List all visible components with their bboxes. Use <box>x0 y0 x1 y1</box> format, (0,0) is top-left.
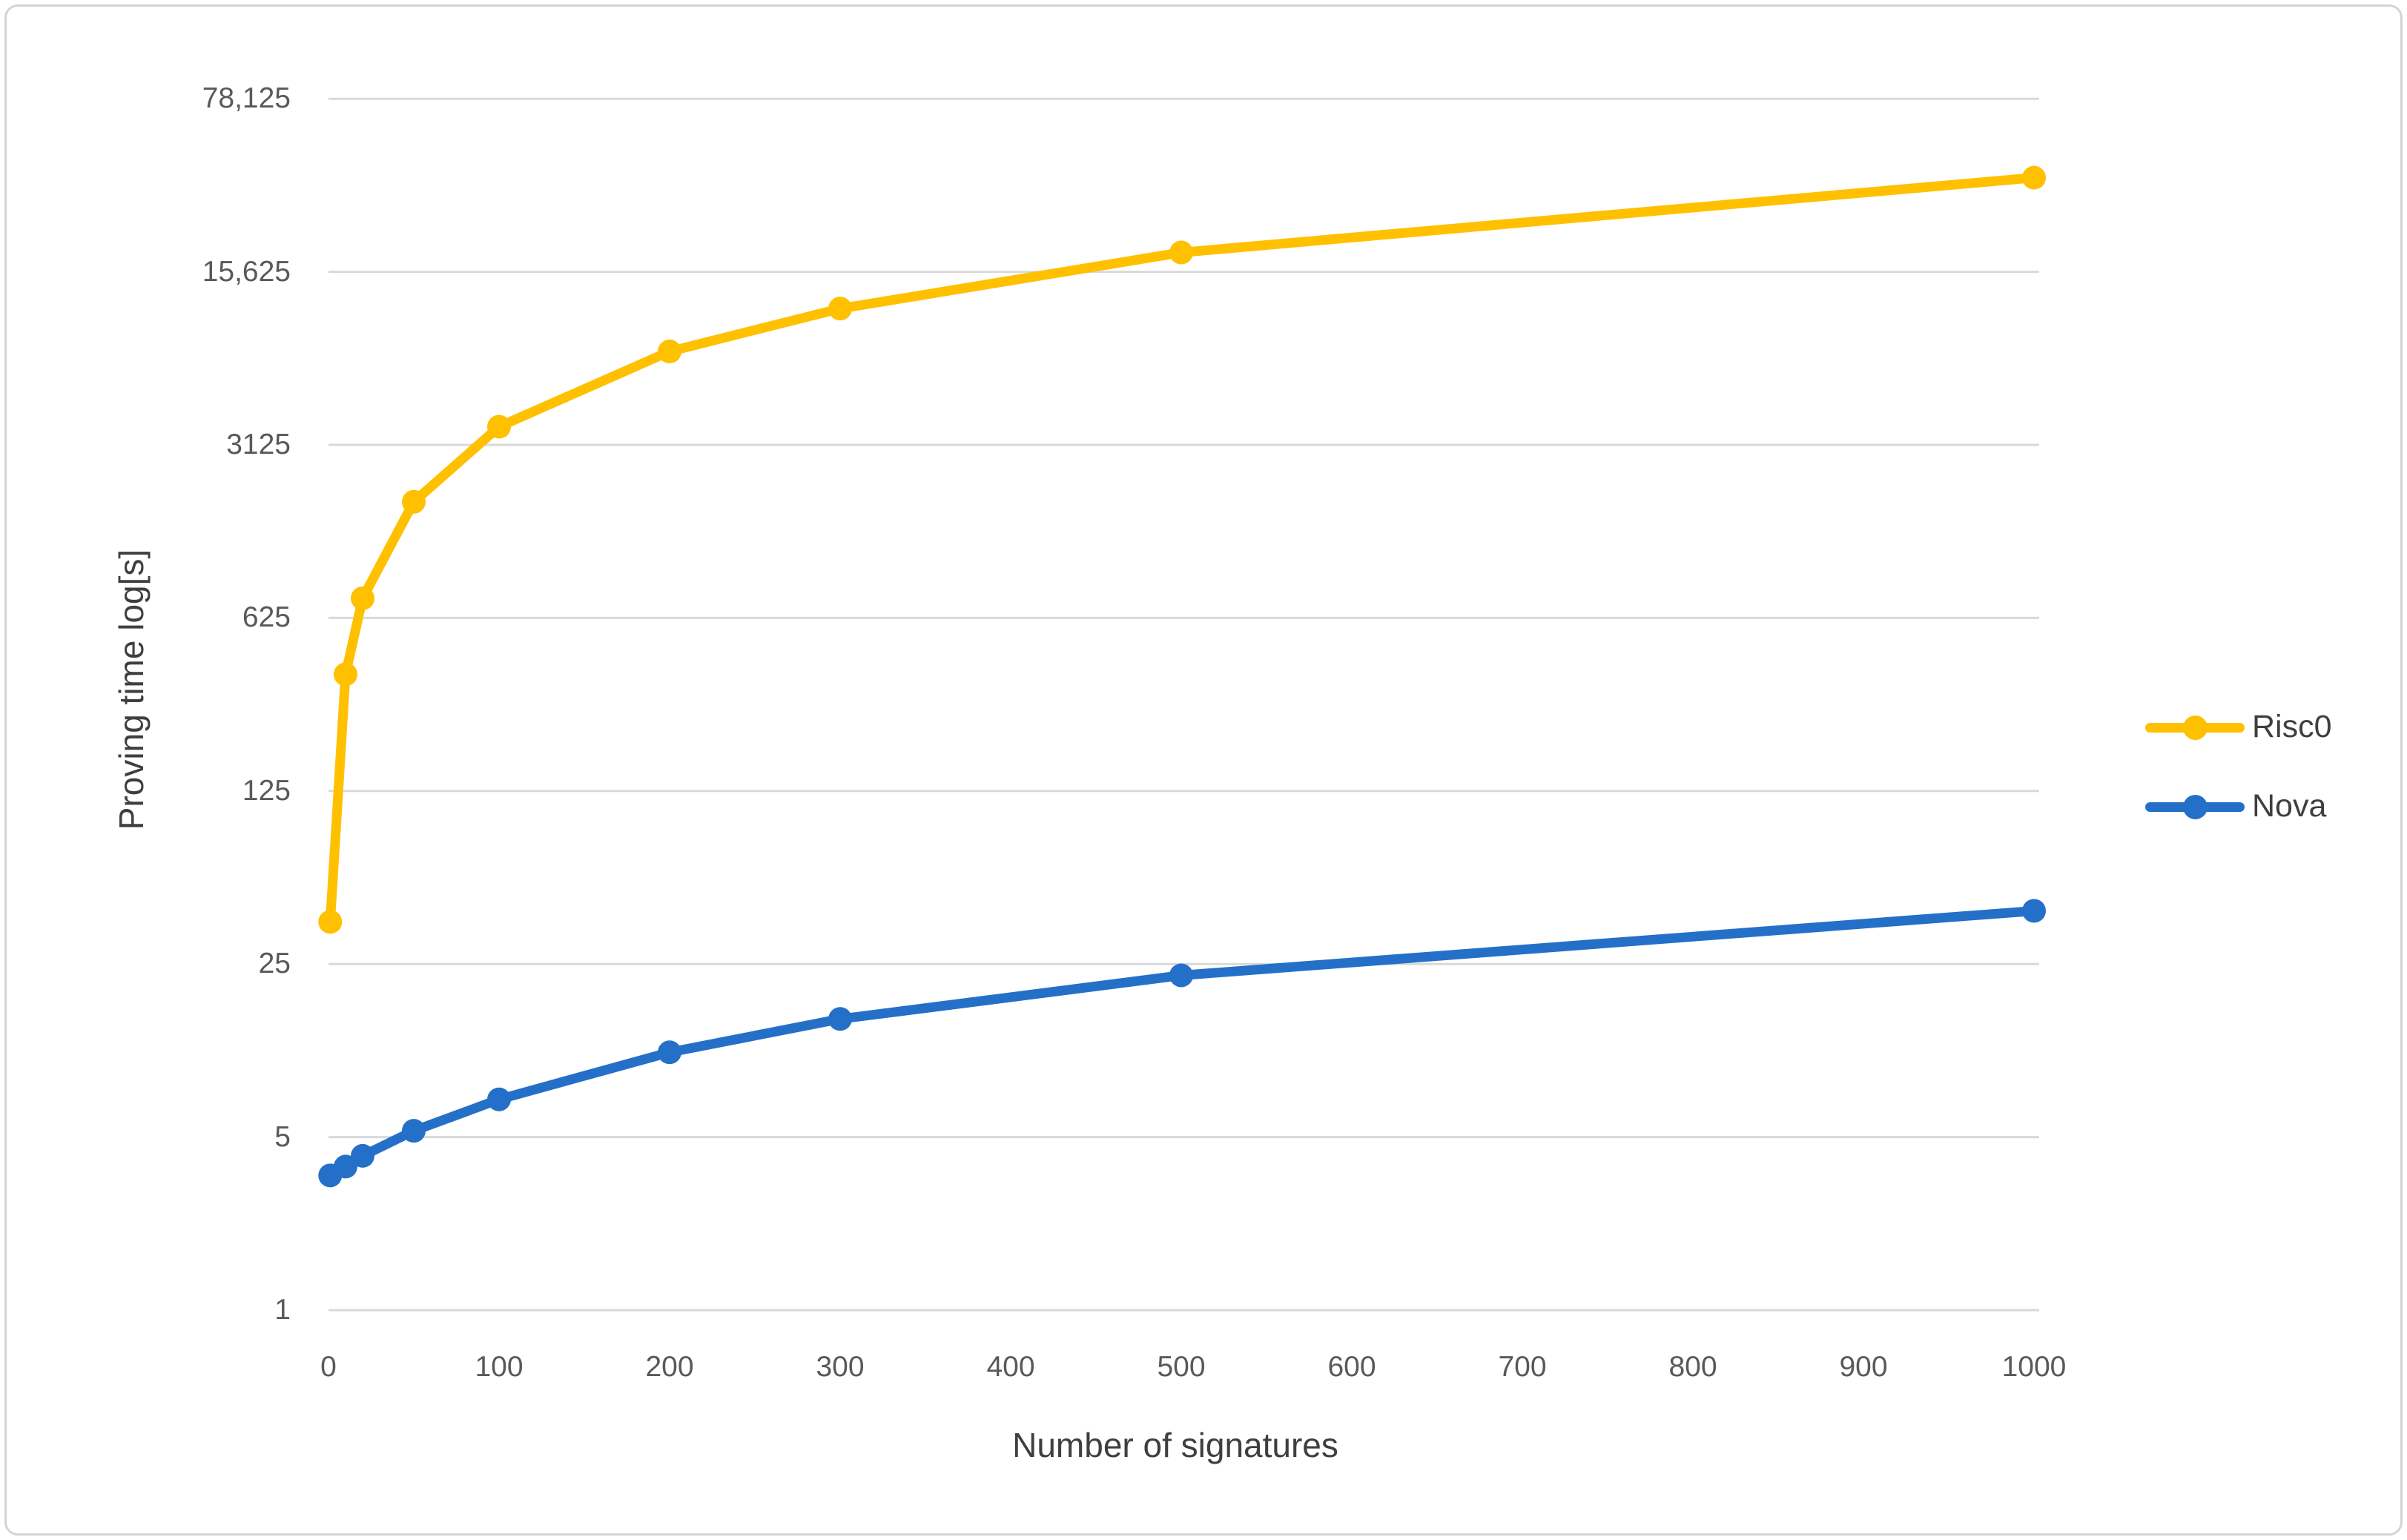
series-lines <box>325 173 2039 1180</box>
data-point-risc0 <box>351 586 374 610</box>
legend-label-risc0: Risc0 <box>2252 709 2332 744</box>
data-point-nova <box>828 1007 852 1031</box>
data-point-nova <box>402 1119 426 1143</box>
x-tick-label: 500 <box>1157 1351 1206 1383</box>
data-point-risc0 <box>334 662 357 687</box>
data-point-nova <box>2022 899 2046 923</box>
x-tick-label: 1000 <box>2001 1351 2067 1383</box>
y-axis-title: Proving time log[s] <box>112 549 151 830</box>
x-tick-label: 900 <box>1839 1351 1888 1383</box>
data-point-nova <box>334 1154 357 1179</box>
data-point-risc0 <box>2022 165 2046 190</box>
data-point-nova <box>658 1040 681 1065</box>
x-tick-label: 100 <box>475 1351 524 1383</box>
y-tick-label: 1 <box>274 1294 291 1326</box>
x-tick-label: 700 <box>1498 1351 1547 1383</box>
y-tick-label: 5 <box>274 1120 291 1153</box>
y-tick-label: 25 <box>258 948 291 980</box>
legend-marker-nova <box>2145 785 2245 828</box>
x-tick-label: 300 <box>816 1351 865 1383</box>
data-point-risc0 <box>402 489 426 514</box>
x-tick-label: 800 <box>1668 1351 1717 1383</box>
y-tick-label: 625 <box>242 601 291 634</box>
y-tick-label: 3125 <box>226 429 291 460</box>
y-tick-label: 125 <box>242 774 291 807</box>
x-tick-label: 0 <box>320 1351 337 1383</box>
legend-dot-swatch <box>2183 716 2208 740</box>
series-line-nova <box>325 905 2039 1180</box>
x-tick-label: 600 <box>1327 1351 1376 1383</box>
legend-item-risc0: Risc0 <box>2145 706 2390 749</box>
x-tick-label: 400 <box>986 1351 1035 1383</box>
legend-item-nova: Nova <box>2145 785 2390 828</box>
data-point-risc0 <box>318 910 343 934</box>
series-line-risc0 <box>325 173 2039 927</box>
series-markers <box>318 165 2046 1188</box>
x-tick-label: 200 <box>645 1351 694 1383</box>
data-point-risc0 <box>828 297 852 321</box>
x-axis-title: Number of signatures <box>1012 1426 1338 1464</box>
data-point-nova <box>1169 963 1193 988</box>
y-tick-label: 15,625 <box>202 255 291 288</box>
data-point-risc0 <box>658 340 681 364</box>
legend-marker-risc0 <box>2145 706 2245 749</box>
gridlines <box>328 97 2039 1312</box>
data-point-risc0 <box>1169 240 1193 265</box>
data-point-nova <box>351 1143 374 1168</box>
legend-label-nova: Nova <box>2252 788 2327 824</box>
y-tick-label: 78,125 <box>202 82 291 115</box>
data-point-nova <box>487 1087 511 1111</box>
data-point-risc0 <box>487 414 511 439</box>
legend: Risc0 Nova <box>2145 706 2390 865</box>
legend-dot-swatch <box>2183 795 2208 819</box>
